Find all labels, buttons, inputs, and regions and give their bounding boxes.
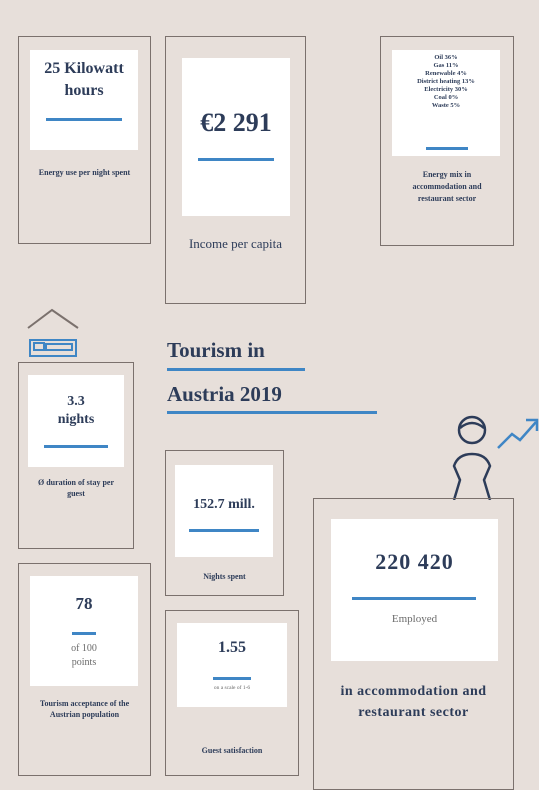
energy-item: Coal 0% [433, 94, 459, 101]
note: Employed [391, 613, 438, 625]
caption: Tourism acceptance of the Austrian popul… [39, 699, 130, 719]
card-box: 78 of 100 points [30, 576, 138, 686]
energy-item: Gas 11% [433, 62, 459, 69]
energy-item: District heating 13% [417, 78, 475, 85]
card: 220 420 Employed in accommodation and re… [313, 498, 514, 790]
underline [426, 147, 468, 150]
underline [167, 368, 305, 371]
note: on a scale of 1-6 [213, 685, 251, 691]
card: 3.3 nights Ø duration of stay per guest [18, 362, 134, 549]
value: 3.3 nights [57, 394, 95, 427]
caption: Income per capita [188, 236, 283, 251]
card: €2 291 Income per capita [165, 36, 306, 304]
caption: Nights spent [203, 572, 246, 581]
title: Austria 2019 [167, 382, 282, 406]
underline [352, 597, 476, 600]
card-box: 25 Kilowatt hours [30, 50, 138, 150]
title: Tourism in [167, 338, 265, 362]
card: 25 Kilowatt hours Energy use per night s… [18, 36, 151, 244]
card-box: 220 420 Employed [331, 519, 498, 661]
bed-icon [27, 308, 79, 357]
underline [189, 529, 259, 532]
caption: Energy mix in accommodation and restaura… [412, 170, 482, 203]
caption: Energy use per night spent [38, 168, 131, 177]
card-box: €2 291 [182, 58, 290, 216]
value: 220 420 [375, 549, 454, 574]
note: of 100 points [71, 643, 97, 668]
card: 78 of 100 points Tourism acceptance of t… [18, 563, 151, 776]
card-box: 152.7 mill. [175, 465, 273, 557]
underline [167, 411, 377, 414]
underline [198, 158, 274, 161]
energy-item: Waste 5% [431, 102, 461, 109]
value: 25 Kilowatt hours [44, 60, 124, 99]
card: 1.55 on a scale of 1-6 Guest satisfactio… [165, 610, 299, 776]
energy-item: Electricity 30% [424, 86, 468, 93]
value: €2 291 [200, 108, 272, 137]
card-box: Oil 36% Gas 11% Renewable 4% District heati… [392, 50, 500, 156]
card: Oil 36% Gas 11% Renewable 4% District heati… [380, 36, 514, 246]
value: 1.55 [218, 639, 246, 656]
energy-item: Oil 36% [434, 54, 458, 61]
energy-item: Renewable 4% [425, 70, 467, 77]
underline [46, 118, 122, 121]
value: 152.7 mill. [193, 497, 255, 512]
caption: Guest satisfaction [201, 746, 263, 755]
card-box: 1.55 on a scale of 1-6 [177, 623, 287, 707]
underline [213, 677, 251, 680]
energy-list: Oil 36% Gas 11% Renewable 4% District heati… [392, 54, 500, 110]
person-icon [452, 415, 539, 500]
caption: Ø duration of stay per guest [38, 478, 114, 498]
value: 78 [75, 594, 93, 613]
card-box: 3.3 nights [28, 375, 124, 467]
card: 152.7 mill. Nights spent [165, 450, 284, 596]
caption: in accommodation and restaurant sector [340, 684, 487, 720]
underline [44, 445, 108, 448]
underline [72, 632, 96, 635]
